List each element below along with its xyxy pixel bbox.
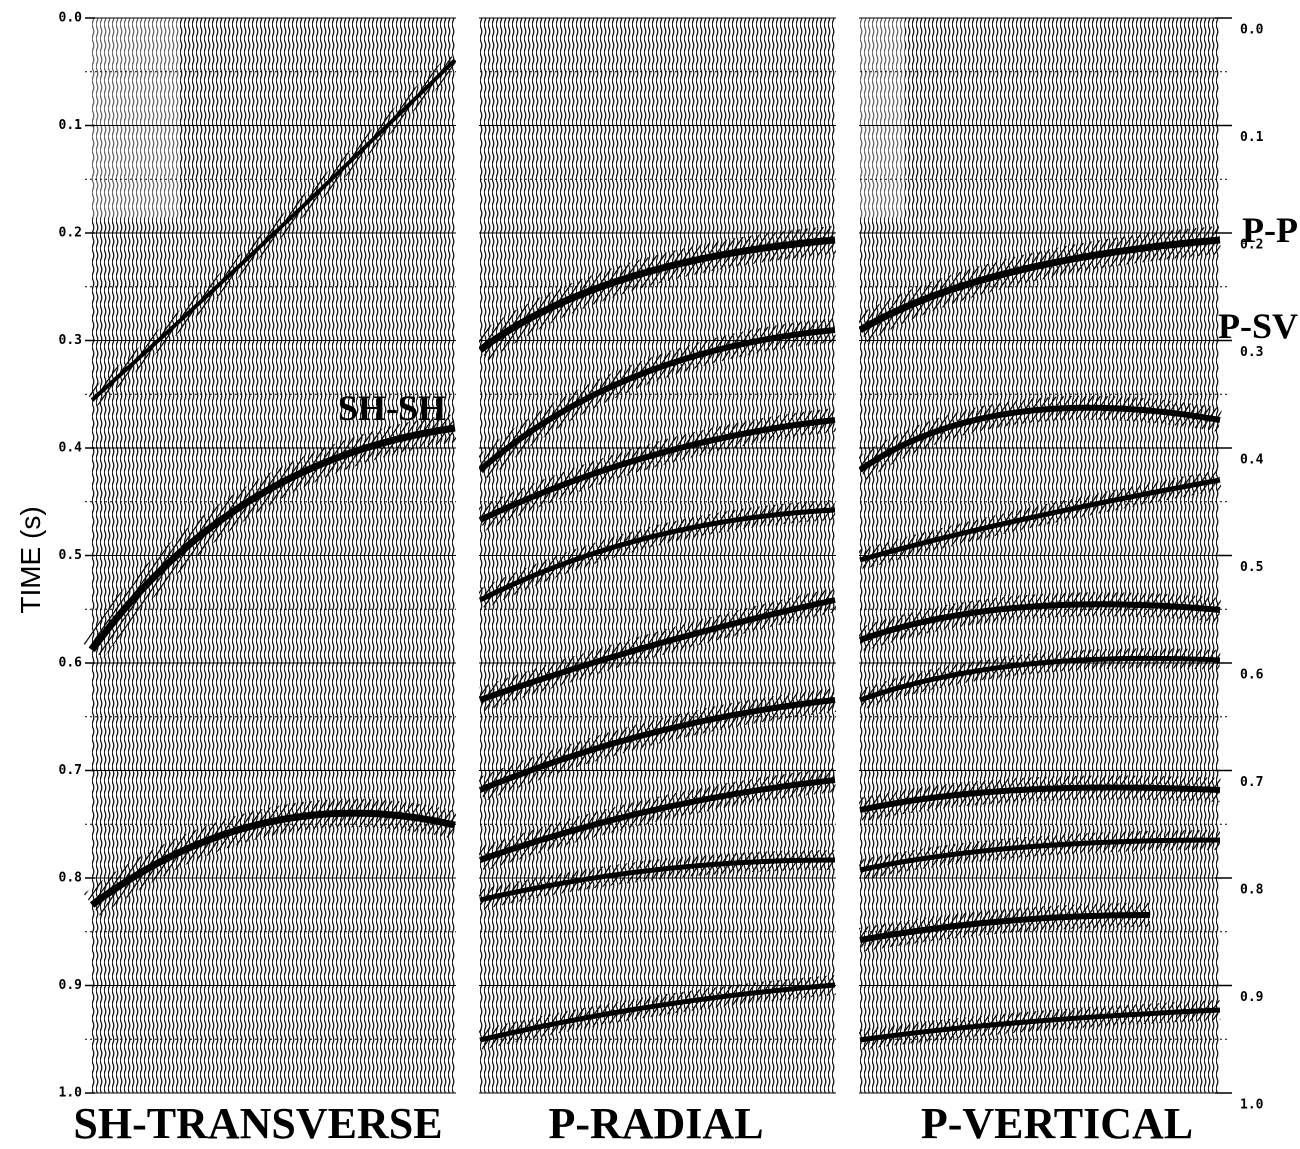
left-tick-label: 0.1 (59, 118, 83, 133)
right-tick-label: 0.0 (1240, 23, 1264, 38)
right-tick-label: 0.4 (1240, 453, 1264, 468)
left-tick-label: 0.0 (59, 11, 83, 26)
left-tick-label: 0.3 (59, 333, 82, 348)
right-tick-label: 0.9 (1240, 990, 1263, 1005)
event-wavelet (859, 837, 1221, 873)
right-tick-label: 0.6 (1240, 668, 1264, 683)
event-wavelet (478, 417, 836, 523)
right-tick-label: 1.0 (1240, 1098, 1264, 1113)
left-tick-label: 0.2 (59, 226, 82, 241)
event-wavelet (89, 424, 456, 653)
right-tick-label: 0.5 (1240, 560, 1263, 575)
panel-label: P-RADIAL (548, 1099, 763, 1148)
event-wavelet (858, 236, 1221, 334)
event-wavelet (477, 236, 836, 353)
event-wavelet (859, 784, 1221, 813)
left-tick-label: 0.7 (59, 763, 82, 778)
panel-label: P-VERTICAL (921, 1099, 1193, 1148)
event-wavelet (859, 912, 1151, 943)
event-wavelet (859, 655, 1221, 703)
event-wavelet (478, 697, 836, 793)
event-label: SH-SH (338, 388, 446, 428)
event-wavelet (478, 327, 836, 473)
event-wavelet (89, 809, 456, 908)
right-tick-label: 0.2 (1240, 238, 1263, 253)
left-tick-label: 0.4 (59, 441, 83, 456)
event-wavelet (859, 1007, 1221, 1043)
left-tick-label: 0.5 (59, 548, 82, 563)
left-tick-label: 1.0 (59, 1086, 83, 1101)
right-tick-label: 0.7 (1240, 775, 1263, 790)
panel-gap (836, 0, 859, 1095)
event-wavelet (479, 597, 836, 703)
event-wavelet (479, 857, 836, 903)
panel-label: SH-TRANSVERSE (73, 1099, 442, 1148)
event-wavelet (90, 58, 457, 402)
left-tick-label: 0.9 (59, 978, 82, 993)
noise-area (92, 18, 180, 218)
right-tick-label: 0.8 (1240, 883, 1264, 898)
event-wavelet (478, 507, 836, 603)
event-wavelet (858, 404, 1221, 473)
event-label: P-SV (1218, 306, 1298, 346)
right-tick-label: 0.1 (1240, 130, 1264, 145)
event-wavelet (479, 777, 836, 863)
event-wavelet (479, 982, 836, 1043)
event-wavelet (858, 601, 1221, 643)
left-tick-label: 0.6 (59, 656, 83, 671)
panel-gap (456, 0, 479, 1095)
right-tick-label: 0.3 (1240, 345, 1263, 360)
left-tick-label: 0.8 (59, 871, 83, 886)
event-label: P-P (1242, 210, 1298, 250)
event-wavelet (859, 477, 1221, 563)
y-axis-label: TIME (s) (15, 506, 46, 613)
noise-area (860, 18, 905, 218)
